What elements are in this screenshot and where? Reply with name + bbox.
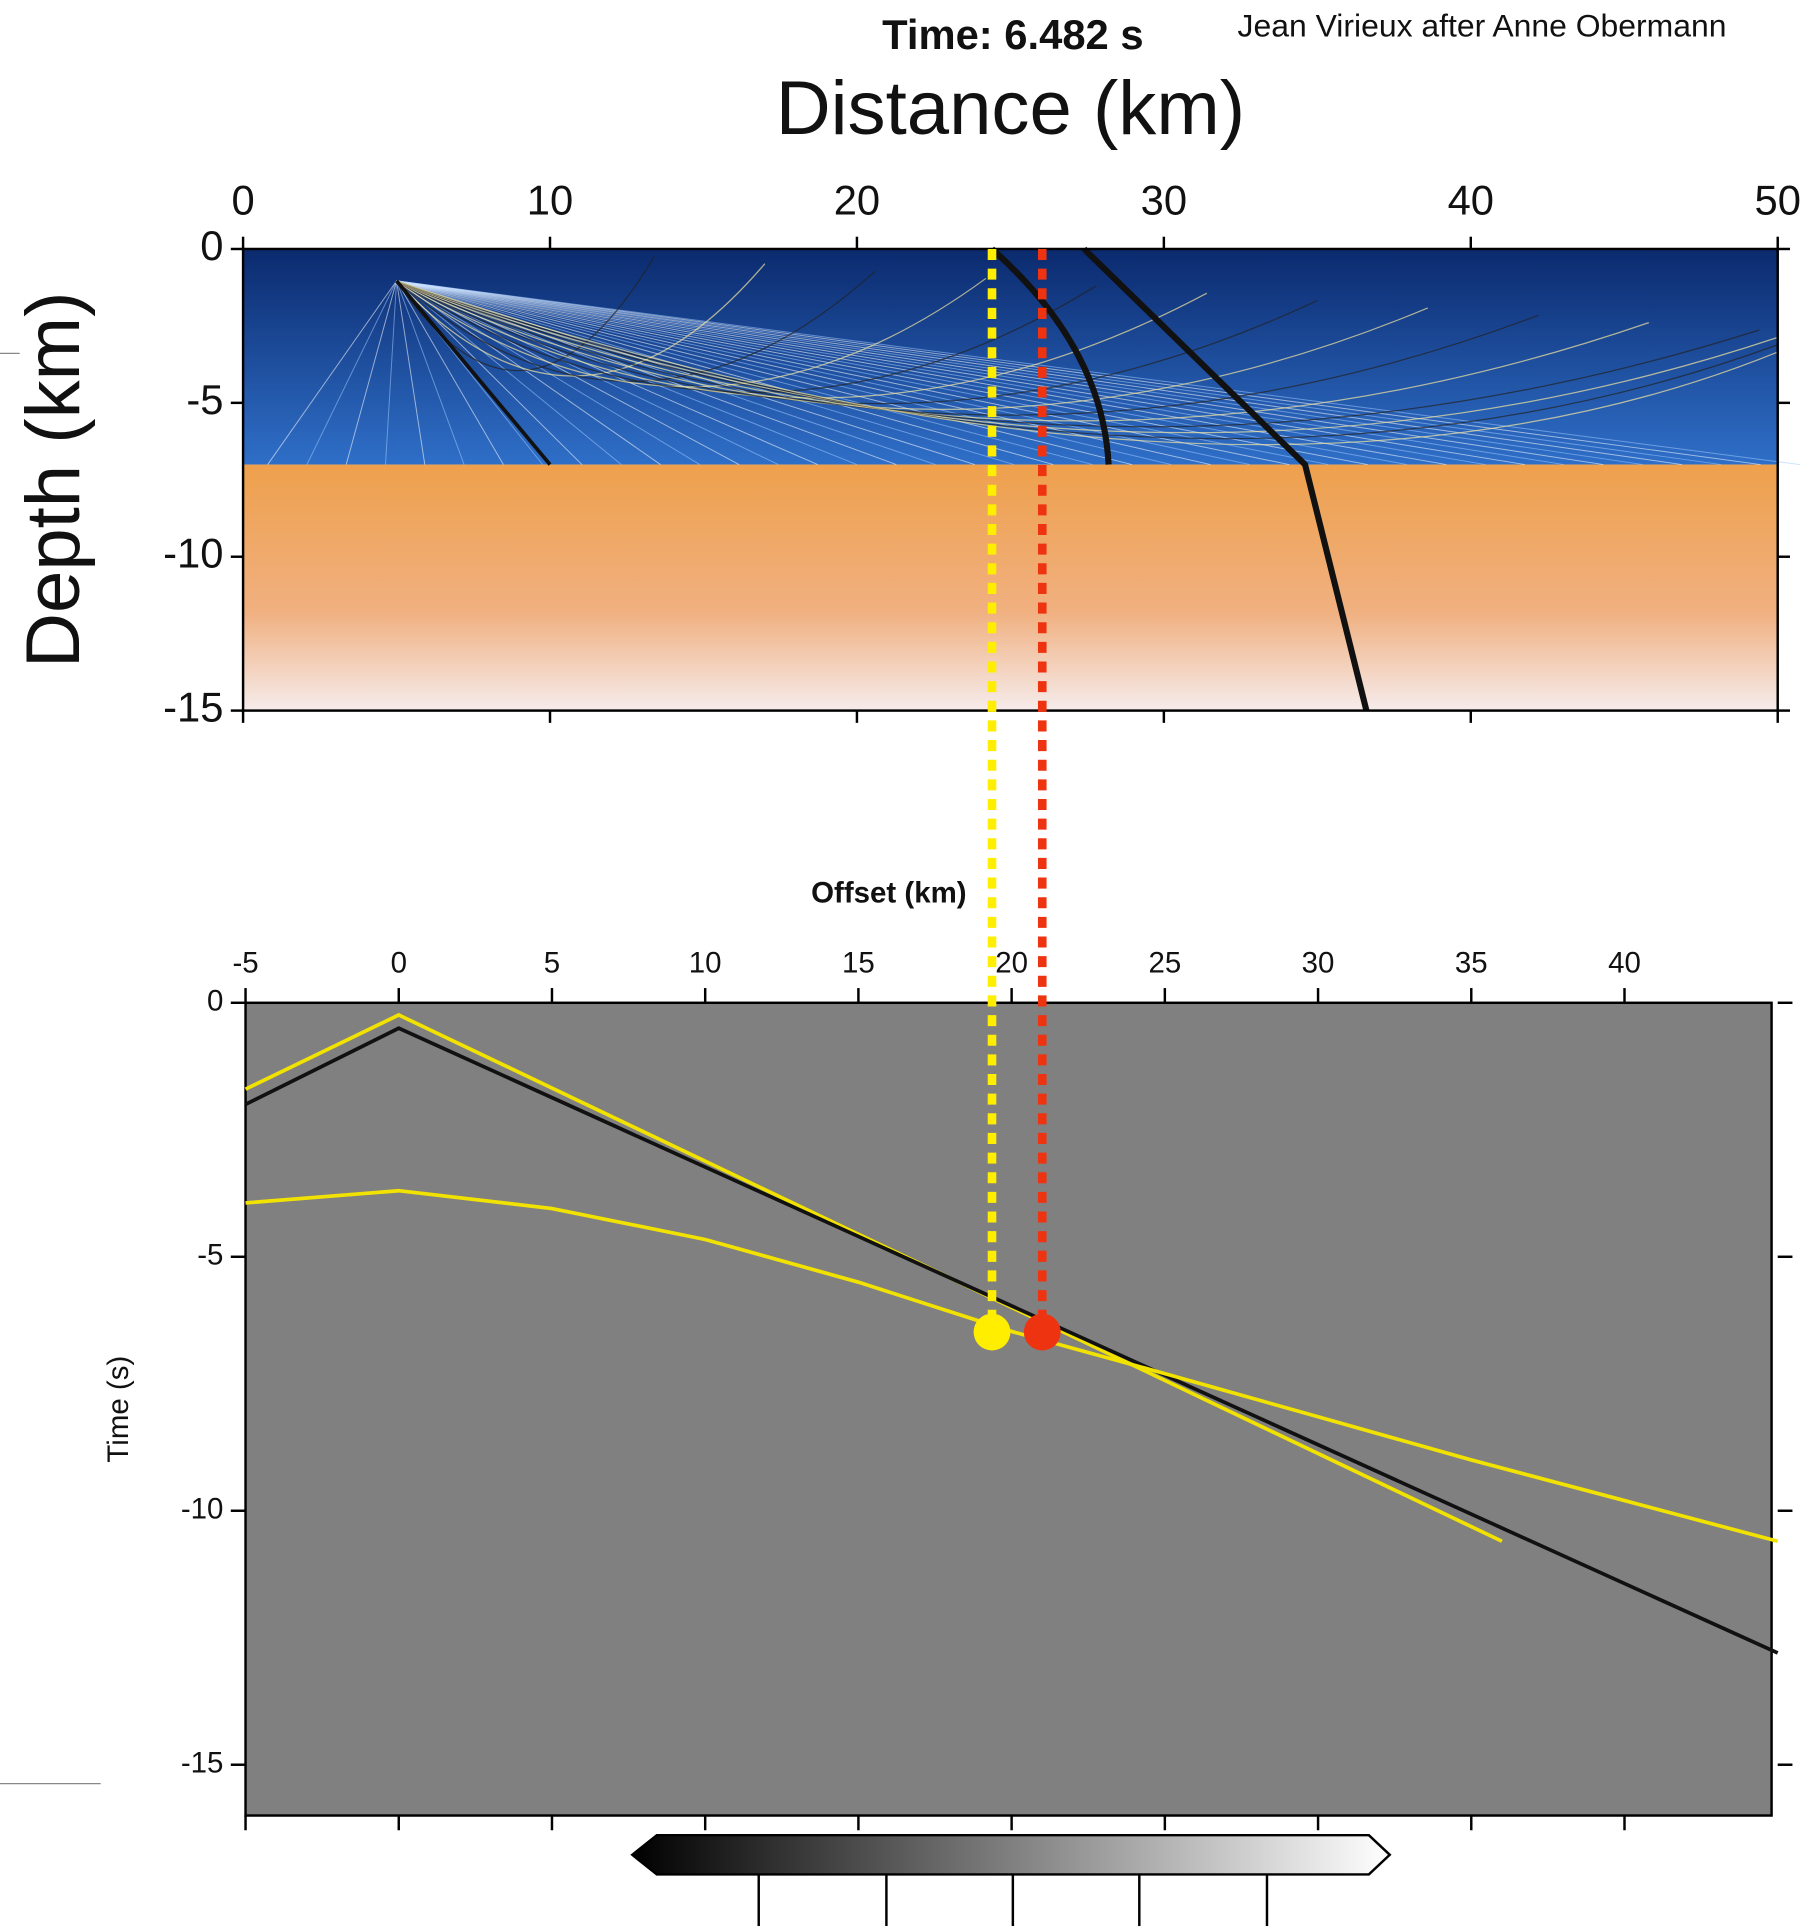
x-tick-label: 5	[544, 946, 560, 979]
ray	[385, 280, 398, 465]
wavefront	[396, 280, 1778, 440]
ray	[396, 280, 661, 465]
pick-point	[1023, 1313, 1061, 1351]
travel-time-curve	[245, 1188, 1779, 1544]
ray	[396, 280, 1486, 466]
x-tick-label: -5	[232, 946, 258, 979]
x-tick-label: 50	[1755, 176, 1801, 223]
wavefront	[396, 280, 1318, 405]
ray	[396, 280, 975, 466]
x-tick-label: 20	[834, 176, 880, 223]
x-axis-label: Offset (km)	[811, 877, 966, 910]
y-tick-label: -5	[186, 376, 223, 423]
ray	[396, 280, 1604, 466]
wavefront	[396, 277, 987, 388]
front	[1081, 246, 1370, 712]
y-tick-label: -15	[163, 684, 223, 731]
y-tick-label: -5	[197, 1239, 223, 1272]
ray	[396, 280, 1800, 466]
ray	[396, 280, 1525, 466]
ray	[396, 280, 1722, 466]
x-tick-label: 25	[1148, 946, 1181, 979]
ray	[396, 280, 1761, 466]
ray	[396, 280, 1133, 466]
x-axis-label: Distance (km)	[776, 66, 1245, 151]
lower-layer	[243, 464, 1778, 711]
x-tick-label: 10	[689, 946, 722, 979]
plot-area	[244, 1001, 1773, 1817]
x-tick-label: 35	[1455, 946, 1488, 979]
ray	[396, 280, 622, 465]
wavefront	[396, 280, 1778, 446]
ray	[345, 280, 398, 465]
x-tick-label: 30	[1141, 176, 1187, 223]
ray	[396, 280, 1329, 466]
ray	[396, 280, 465, 465]
y-tick-label: -15	[181, 1747, 224, 1780]
head-wave	[395, 279, 552, 466]
wavefront	[396, 263, 766, 377]
ray	[396, 280, 504, 465]
ray	[396, 280, 1093, 466]
title: Time: 6.482 s	[882, 11, 1143, 58]
ray	[396, 280, 858, 466]
x-tick-label: 40	[1608, 946, 1641, 979]
x-tick-label: 10	[527, 176, 573, 223]
y-axis-label: Depth (km)	[11, 292, 96, 668]
x-tick-label: 0	[231, 176, 254, 223]
x-tick-label: 15	[842, 946, 875, 979]
ray	[267, 280, 397, 465]
velocity-model	[241, 246, 1800, 712]
ray	[396, 280, 740, 465]
travel-time-curve	[244, 1026, 1779, 1655]
front	[989, 246, 1112, 465]
colorbar	[630, 1833, 1392, 1927]
y-tick-label: 0	[207, 985, 223, 1018]
ray	[396, 280, 1408, 466]
ray	[396, 280, 1368, 466]
ray	[396, 280, 1290, 466]
ray	[306, 280, 397, 465]
pick-point	[973, 1313, 1011, 1351]
wavefront	[396, 280, 1539, 416]
ray	[396, 280, 426, 465]
ray	[396, 280, 1565, 466]
y-tick-label: 0	[200, 222, 223, 269]
x-tick-label: 30	[1302, 946, 1335, 979]
wavefront	[396, 280, 1650, 422]
x-tick-label: 40	[1448, 176, 1494, 223]
plot-frame	[241, 247, 1779, 712]
ray	[396, 280, 1054, 466]
y-tick-label: -10	[163, 530, 223, 577]
wavefront	[396, 280, 1760, 428]
ray	[396, 280, 1211, 466]
ray	[396, 280, 1643, 466]
wavefront	[396, 280, 1778, 434]
x-tick-label: 20	[995, 946, 1028, 979]
y-axis-label: Time (s)	[102, 1356, 135, 1463]
ray	[396, 280, 701, 465]
x-tick-label: 0	[391, 946, 407, 979]
y-tick-label: -10	[181, 1493, 224, 1526]
wavefront	[396, 280, 1429, 410]
credit: Jean Virieux after Anne Obermann	[1238, 7, 1727, 43]
